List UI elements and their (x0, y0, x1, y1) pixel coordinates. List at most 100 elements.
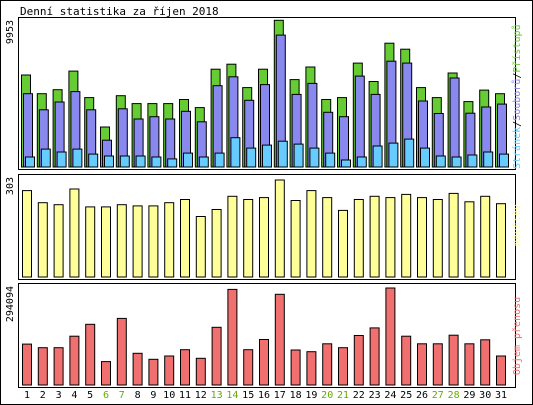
bar-visits-day-24 (385, 197, 396, 278)
ymax-label-hits: 9953 (5, 20, 16, 44)
bar-visits-day-19 (306, 190, 317, 278)
x-tick-label-day-28: 28 (448, 390, 460, 401)
bar-stranky-day-12 (198, 156, 209, 168)
bar-visits-day-26 (417, 197, 427, 278)
x-tick-label-day-22: 22 (353, 390, 365, 401)
x-tick-label-day-26: 26 (416, 390, 428, 401)
bar-visits-day-21 (338, 209, 348, 278)
bar-traffic-day-29 (464, 343, 475, 386)
x-tick-label-day-10: 10 (163, 390, 175, 401)
bar-stranky-day-29 (467, 154, 478, 168)
bar-traffic-day-5 (85, 323, 96, 386)
bar-traffic-day-19 (306, 351, 317, 386)
bar-visits-day-22 (353, 199, 364, 278)
bar-stranky-day-27 (435, 155, 446, 168)
x-tick-label-day-14: 14 (226, 390, 238, 401)
x-tick-label-day-29: 29 (463, 390, 475, 401)
bars-visits (22, 179, 506, 278)
x-tick-label-day-23: 23 (369, 390, 381, 401)
bar-visits-day-3 (53, 204, 64, 278)
bar-traffic-day-16 (259, 339, 269, 386)
bar-traffic-day-24 (385, 287, 396, 386)
x-tick-label-day-18: 18 (290, 390, 302, 401)
bar-traffic-day-8 (132, 352, 143, 386)
legend-pages: Stránek (511, 127, 523, 169)
bar-traffic-day-11 (180, 349, 190, 386)
bar-traffic-day-20 (322, 343, 333, 386)
bar-stranky-day-18 (293, 143, 304, 168)
x-tick-label-day-11: 11 (179, 390, 191, 401)
x-tick-label-day-17: 17 (274, 390, 286, 401)
bar-visits-day-18 (290, 200, 301, 278)
bar-stranky-day-8 (135, 155, 146, 168)
bar-stranky-day-28 (451, 156, 462, 168)
bar-traffic-day-2 (37, 347, 48, 386)
bar-stranky-day-30 (483, 151, 494, 168)
x-tick-label-day-19: 19 (305, 390, 317, 401)
bar-traffic-day-17 (274, 293, 285, 386)
bar-stranky-day-14 (230, 137, 241, 168)
x-tick-label-day-20: 20 (321, 390, 333, 401)
legend-files: Souborů (511, 79, 523, 121)
bar-traffic-day-7 (116, 317, 127, 386)
bar-visits-day-16 (259, 197, 269, 278)
x-axis-labels: 1 2 3 4 5 6 7 8 9 10 11 12 13 14 15 16 17 18 19 20 21 22 23 24 2… (24, 390, 507, 401)
bar-stranky-day-15 (246, 147, 257, 168)
bar-stranky-day-20 (325, 152, 336, 168)
bar-stranky-day-21 (341, 159, 351, 168)
chart-title: Denní statistika za říjen 2018 (20, 5, 219, 18)
bar-stranky-day-26 (420, 147, 430, 168)
bar-traffic-day-21 (338, 347, 348, 386)
bar-stranky-day-10 (167, 158, 178, 168)
bar-visits-day-29 (464, 201, 475, 278)
bar-visits-day-2 (37, 202, 48, 278)
bar-stranky-day-22 (356, 156, 367, 168)
bar-traffic-day-3 (53, 347, 64, 386)
bar-stranky-day-7 (119, 155, 130, 168)
bar-visits-day-6 (101, 206, 111, 278)
x-tick-label-day-31: 31 (495, 390, 507, 401)
bar-traffic-day-6 (101, 361, 111, 386)
bar-visits-day-30 (480, 195, 491, 278)
bar-visits-day-8 (132, 205, 143, 278)
legend-separator: / (512, 73, 523, 79)
bar-visits-day-1 (22, 190, 32, 278)
bar-stranky-day-4 (72, 148, 83, 168)
bar-traffic-day-28 (448, 334, 459, 386)
bar-visits-day-14 (227, 195, 238, 278)
x-tick-label-day-7: 7 (119, 390, 125, 401)
x-tick-label-day-15: 15 (242, 390, 254, 401)
bar-traffic-day-18 (290, 349, 301, 386)
bar-traffic-day-4 (69, 335, 80, 386)
bar-stranky-day-16 (262, 144, 272, 168)
x-tick-label-day-27: 27 (432, 390, 444, 401)
bar-soubory-day-21 (339, 116, 349, 168)
bar-traffic-day-23 (369, 327, 380, 386)
bar-visits-day-7 (116, 204, 127, 278)
bar-visits-day-4 (69, 188, 80, 278)
bar-traffic-day-13 (211, 326, 222, 386)
x-tick-label-day-21: 21 (337, 390, 349, 401)
bar-soubory-day-28 (449, 77, 460, 168)
bar-traffic-day-25 (401, 335, 412, 386)
bar-traffic-day-9 (148, 358, 159, 386)
x-tick-label-day-25: 25 (400, 390, 412, 401)
bar-visits-day-17 (274, 179, 285, 278)
bar-stranky-day-11 (183, 152, 193, 168)
bar-stranky-day-25 (404, 138, 415, 168)
x-tick-label-day-4: 4 (71, 390, 77, 401)
bar-visits-day-13 (211, 209, 222, 278)
bar-traffic-day-26 (417, 343, 427, 386)
bar-stranky-day-6 (104, 155, 114, 168)
legend-traffic: Objem přenosu (511, 297, 523, 375)
x-tick-label-day-3: 3 (56, 390, 62, 401)
bar-visits-day-20 (322, 197, 333, 278)
bar-visits-day-28 (448, 192, 459, 278)
bar-traffic-day-14 (227, 288, 238, 386)
x-tick-label-day-5: 5 (87, 390, 93, 401)
bar-visits-day-31 (496, 203, 506, 278)
bar-traffic-day-31 (496, 355, 506, 386)
x-tick-label-day-6: 6 (103, 390, 109, 401)
